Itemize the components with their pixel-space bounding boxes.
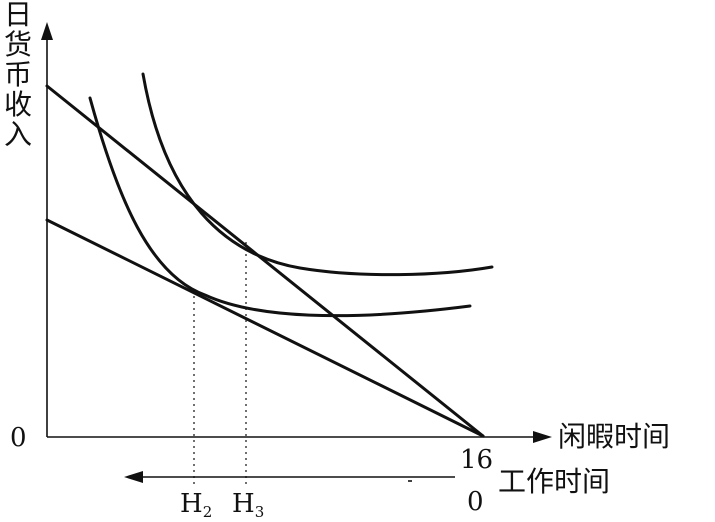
y-axis-label: 日货币收入 (4, 0, 32, 151)
x-axis-arrow (533, 431, 552, 443)
leisure-max-label: 16 (460, 445, 493, 475)
h3-label: H3 (232, 489, 264, 521)
y-axis-arrow (41, 22, 53, 40)
indifference-curve-upper (141, 72, 494, 277)
work-zero-label: 0 (467, 487, 484, 517)
origin-label: 0 (10, 423, 27, 453)
budget-line-steep (45, 84, 485, 438)
h2-label: H2 (180, 489, 212, 521)
indifference-curve-lower (88, 96, 472, 318)
work-axis-arrow (124, 471, 143, 483)
budget-line-flat (45, 218, 485, 438)
x-axis-label: 闲暇时间 (558, 420, 670, 453)
work-axis-label: 工作时间 (498, 465, 610, 498)
